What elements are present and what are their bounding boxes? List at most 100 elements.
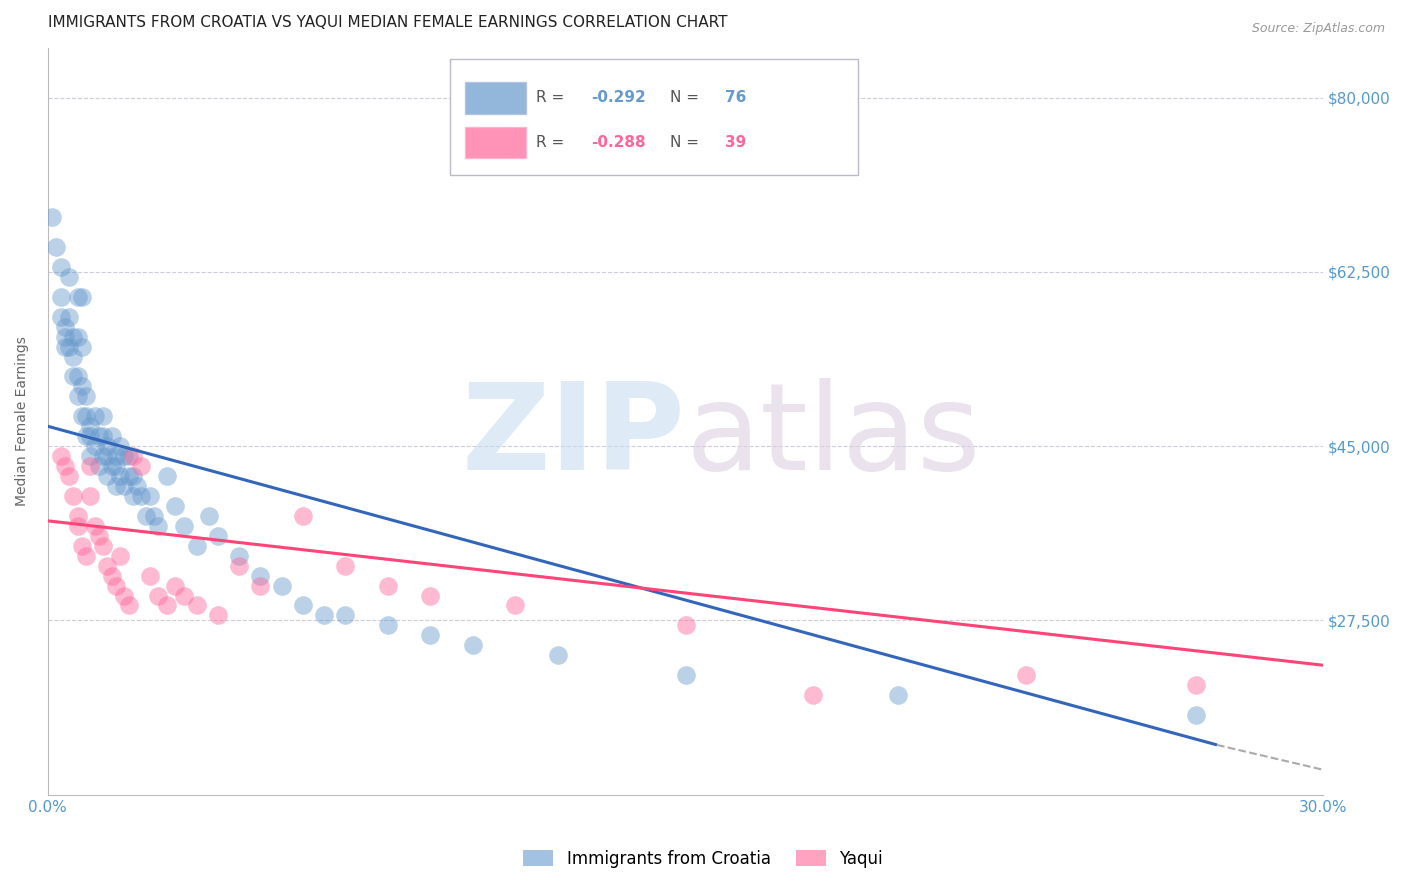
Point xyxy=(58,269,80,284)
Point xyxy=(228,549,250,563)
Point xyxy=(75,389,97,403)
Point xyxy=(104,479,127,493)
Point xyxy=(135,508,157,523)
Text: R =: R = xyxy=(536,136,569,150)
Text: Source: ZipAtlas.com: Source: ZipAtlas.com xyxy=(1251,22,1385,36)
Point xyxy=(675,618,697,632)
Text: 39: 39 xyxy=(725,136,747,150)
Point xyxy=(112,479,135,493)
Point xyxy=(49,449,72,463)
Point xyxy=(79,419,101,434)
Point xyxy=(112,589,135,603)
Point xyxy=(83,518,105,533)
Point xyxy=(87,529,110,543)
Point xyxy=(104,578,127,592)
Point xyxy=(121,469,143,483)
Point xyxy=(139,568,162,582)
Point xyxy=(53,340,76,354)
Point xyxy=(91,409,114,424)
Point xyxy=(228,558,250,573)
Text: N =: N = xyxy=(671,90,704,105)
Point xyxy=(249,568,271,582)
Point xyxy=(291,508,314,523)
Point xyxy=(79,489,101,503)
Point xyxy=(1184,678,1206,692)
Point xyxy=(45,240,67,254)
Point xyxy=(335,608,357,623)
Point xyxy=(270,578,292,592)
Point xyxy=(249,578,271,592)
Point xyxy=(100,429,122,443)
FancyBboxPatch shape xyxy=(450,59,858,175)
Text: R =: R = xyxy=(536,90,569,105)
Point xyxy=(62,350,84,364)
Point xyxy=(139,489,162,503)
Point xyxy=(91,449,114,463)
Point xyxy=(87,429,110,443)
Text: 76: 76 xyxy=(725,90,747,105)
Point xyxy=(148,518,170,533)
Point xyxy=(58,310,80,324)
Point xyxy=(143,508,166,523)
Point xyxy=(66,518,89,533)
Point xyxy=(104,459,127,474)
FancyBboxPatch shape xyxy=(465,82,526,113)
Point xyxy=(49,310,72,324)
Point xyxy=(165,578,187,592)
Point xyxy=(75,549,97,563)
Point xyxy=(75,429,97,443)
Text: atlas: atlas xyxy=(686,377,981,495)
Point xyxy=(70,409,93,424)
Point xyxy=(377,618,399,632)
Point xyxy=(79,429,101,443)
Text: N =: N = xyxy=(671,136,704,150)
Text: -0.292: -0.292 xyxy=(591,90,645,105)
Point xyxy=(117,449,139,463)
Point xyxy=(156,469,179,483)
Point xyxy=(121,489,143,503)
Point xyxy=(117,469,139,483)
Point xyxy=(207,529,229,543)
Point xyxy=(66,329,89,343)
Point xyxy=(291,599,314,613)
Point xyxy=(70,539,93,553)
Point xyxy=(887,688,910,702)
Point xyxy=(173,518,195,533)
Point xyxy=(79,449,101,463)
Point xyxy=(66,369,89,384)
Point xyxy=(801,688,824,702)
Point xyxy=(314,608,336,623)
Point xyxy=(117,599,139,613)
Point xyxy=(96,449,118,463)
Text: ZIP: ZIP xyxy=(461,377,686,495)
Point xyxy=(419,628,441,642)
Text: IMMIGRANTS FROM CROATIA VS YAQUI MEDIAN FEMALE EARNINGS CORRELATION CHART: IMMIGRANTS FROM CROATIA VS YAQUI MEDIAN … xyxy=(48,15,727,30)
Point xyxy=(58,340,80,354)
Point xyxy=(207,608,229,623)
Point xyxy=(675,668,697,682)
Point xyxy=(49,290,72,304)
Point xyxy=(125,479,148,493)
Point xyxy=(79,459,101,474)
Point xyxy=(91,539,114,553)
Point xyxy=(121,449,143,463)
Point xyxy=(62,489,84,503)
Point xyxy=(186,599,208,613)
Point xyxy=(83,409,105,424)
Point xyxy=(104,449,127,463)
Point xyxy=(53,459,76,474)
Point xyxy=(505,599,527,613)
Point xyxy=(1184,708,1206,723)
Point xyxy=(49,260,72,274)
Point xyxy=(53,319,76,334)
Point xyxy=(87,459,110,474)
Point xyxy=(96,469,118,483)
Point xyxy=(461,638,484,652)
Point xyxy=(70,290,93,304)
Point xyxy=(108,469,131,483)
Point xyxy=(62,329,84,343)
Point xyxy=(62,369,84,384)
Point xyxy=(156,599,179,613)
Point xyxy=(1014,668,1036,682)
Point xyxy=(108,439,131,453)
